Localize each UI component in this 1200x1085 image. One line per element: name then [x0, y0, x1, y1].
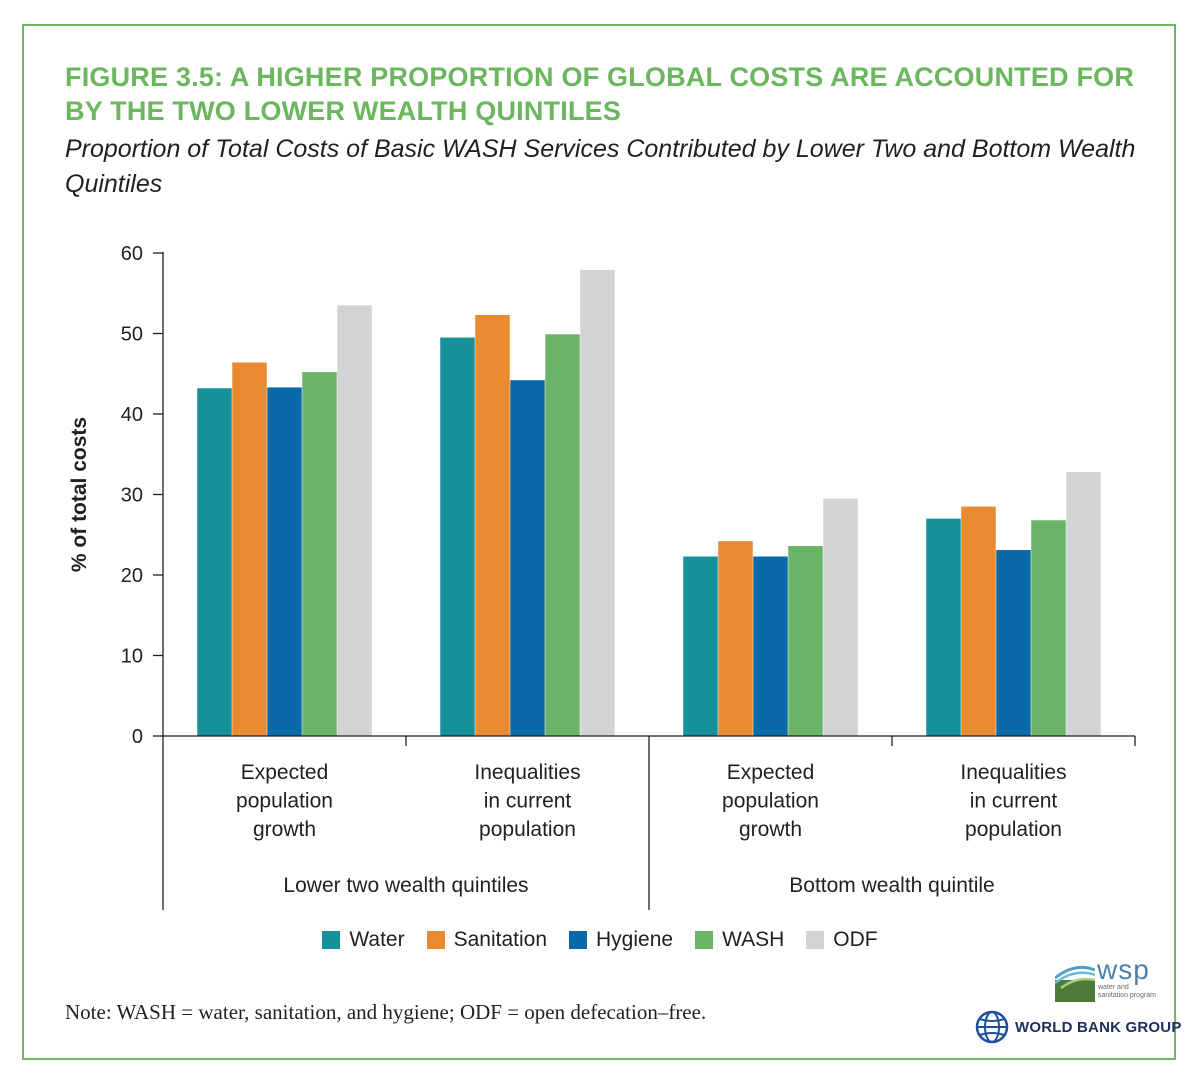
- legend-swatch: [426, 931, 445, 949]
- legend-label: Hygiene: [596, 928, 674, 951]
- legend-label: WASH: [722, 928, 785, 951]
- figure-title: FIGURE 3.5: A HIGHER PROPORTION OF GLOBA…: [65, 62, 1135, 126]
- bar-water: [197, 388, 232, 736]
- bar-wash: [788, 546, 823, 736]
- y-tick-label: 50: [121, 324, 143, 346]
- category-label: population: [479, 818, 576, 841]
- bar-sanitation: [718, 541, 753, 736]
- legend-label: Sanitation: [453, 928, 547, 951]
- wbg-name: WORLD BANK GROUP: [1015, 1018, 1182, 1036]
- figure-subtitle: Proportion of Total Costs of Basic WASH …: [65, 135, 1136, 198]
- category-label: Expected: [241, 761, 329, 784]
- group-label: Bottom wealth quintile: [789, 874, 994, 897]
- bar-sanitation: [232, 362, 267, 736]
- bar-wash: [1031, 520, 1066, 736]
- bar-water: [683, 556, 718, 736]
- legend-swatch: [806, 931, 825, 949]
- y-tick-label: 30: [121, 485, 143, 507]
- bar-water: [926, 518, 961, 736]
- category-label: population: [965, 818, 1062, 841]
- bar-hygiene: [996, 550, 1031, 736]
- legend-swatch: [569, 931, 587, 949]
- y-axis-title: % of total costs: [68, 417, 91, 572]
- wsp-name: wsp: [1097, 954, 1150, 985]
- bar-wash: [545, 334, 580, 736]
- bar-hygiene: [753, 556, 788, 736]
- category-label: growth: [253, 818, 316, 841]
- legend-item-water: Water: [322, 928, 405, 952]
- wsp-tagline: water and sanitation program: [1098, 984, 1156, 999]
- category-label: Expected: [727, 761, 815, 784]
- legend-item-sanitation: Sanitation: [426, 928, 547, 952]
- legend-item-hygiene: Hygiene: [569, 928, 673, 952]
- figure-note: Note: WASH = water, sanitation, and hygi…: [65, 1000, 707, 1024]
- category-label: Inequalities: [960, 761, 1066, 784]
- figure-frame: [22, 24, 1176, 1060]
- y-tick-label: 0: [132, 726, 143, 748]
- legend-item-odf: ODF: [806, 928, 878, 952]
- bar-sanitation: [475, 314, 510, 736]
- bar-odf: [823, 498, 858, 736]
- wsp-logo: wsp water and sanitation program: [1055, 954, 1165, 1004]
- category-label: in current: [970, 790, 1058, 813]
- legend-swatch: [322, 931, 341, 949]
- category-label: population: [236, 790, 333, 813]
- category-label: Inequalities: [474, 761, 580, 784]
- y-tick-label: 40: [121, 404, 143, 426]
- chart-legend: Water Sanitation Hygiene WASH ODF: [0, 928, 1200, 952]
- group-label: Lower two wealth quintiles: [283, 874, 528, 897]
- world-bank-group-logo: WORLD BANK GROUP: [975, 1010, 1182, 1044]
- y-tick-label: 10: [121, 646, 143, 668]
- y-tick-label: 60: [121, 243, 143, 265]
- bar-odf: [580, 269, 615, 736]
- legend-label: Water: [349, 928, 405, 951]
- legend-label: ODF: [833, 928, 878, 951]
- category-label: growth: [739, 818, 802, 841]
- bar-hygiene: [510, 380, 545, 736]
- y-tick-label: 20: [121, 565, 143, 587]
- category-label: population: [722, 790, 819, 813]
- bar-water: [440, 337, 475, 736]
- bar-hygiene: [267, 387, 302, 736]
- wsp-wave-icon: [1055, 965, 1095, 1002]
- globe-icon: [975, 1010, 1009, 1044]
- bar-sanitation: [961, 506, 996, 736]
- bar-odf: [1066, 471, 1101, 736]
- bar-wash: [302, 372, 337, 736]
- bar-odf: [337, 305, 372, 736]
- legend-swatch: [695, 931, 714, 949]
- category-label: in current: [484, 790, 572, 813]
- legend-item-wash: WASH: [695, 928, 784, 952]
